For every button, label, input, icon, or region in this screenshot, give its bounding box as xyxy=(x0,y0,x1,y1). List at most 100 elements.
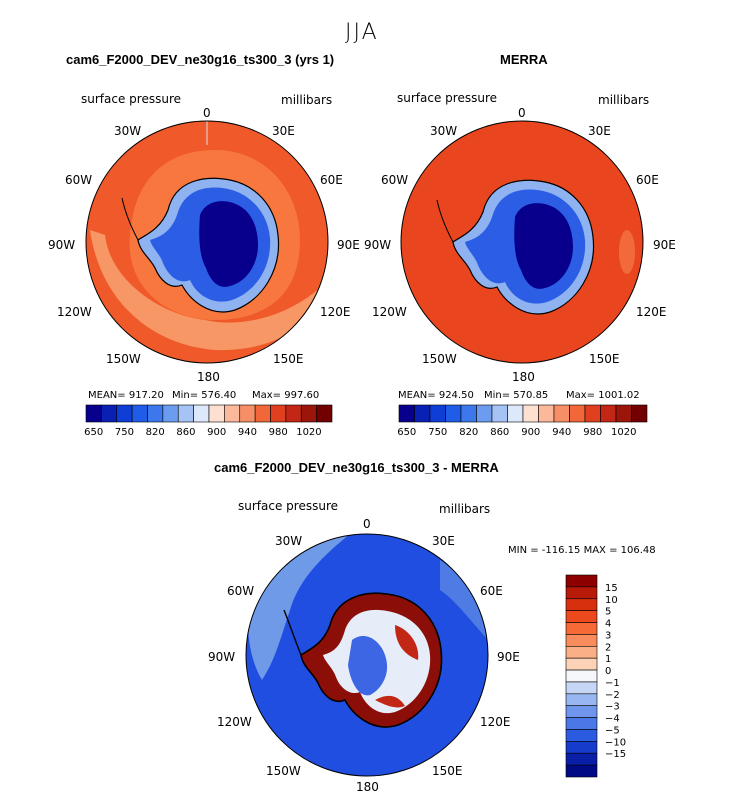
model-colorbar-swatch xyxy=(116,404,133,423)
model-lon-label-90w: 90W xyxy=(48,238,76,252)
diff-colorbar-swatch xyxy=(565,764,598,778)
diff-colorbar-tick-label: −5 xyxy=(605,725,620,736)
obs-colorbar-tick-label: 750 xyxy=(428,427,447,438)
model-lon-label-150e: 150E xyxy=(273,352,304,366)
obs-colorbar-swatch xyxy=(553,404,570,423)
model-panel-title: cam6_F2000_DEV_ne30g16_ts300_3 (yrs 1) xyxy=(66,52,335,67)
model-lon-label-180: 180 xyxy=(197,370,220,384)
model-colorbar-swatch xyxy=(270,404,287,423)
diff-colorbar-tick-label: 2 xyxy=(605,642,611,653)
diff-colorbar-swatch xyxy=(565,693,598,707)
obs-colorbar-tick-label: 860 xyxy=(490,427,509,438)
model-colorbar-swatch xyxy=(208,404,225,423)
obs-lon-label-180: 180 xyxy=(512,370,535,384)
diff-colorbar-swatch xyxy=(565,622,598,635)
diff-colorbar-tick-label: −3 xyxy=(605,702,620,713)
obs-units-label: millibars xyxy=(598,93,650,107)
obs-colorbar-swatch xyxy=(507,404,524,423)
diff-lon-label-150e: 150E xyxy=(432,764,463,778)
obs-lon-label-90e: 90E xyxy=(653,238,676,252)
obs-lon-label-30w: 30W xyxy=(430,124,458,138)
model-colorbar-swatch xyxy=(147,404,164,423)
diff-colorbar-swatch xyxy=(565,598,598,611)
diff-units-label: millibars xyxy=(439,502,491,516)
diff-lon-label-120e: 120E xyxy=(480,715,511,729)
model-colorbar-tick-label: 1020 xyxy=(296,427,321,438)
diff-panel-title: cam6_F2000_DEV_ne30g16_ts300_3 - MERRA xyxy=(214,460,499,475)
diff-colorbar-tick-label: −4 xyxy=(605,714,620,725)
model-colorbar-tick-label: 750 xyxy=(115,427,134,438)
obs-colorbar-swatch xyxy=(522,404,539,423)
model-colorbar-swatch xyxy=(101,404,118,423)
model-colorbar-swatch xyxy=(177,404,194,423)
obs-colorbar-tick-label: 940 xyxy=(552,427,571,438)
model-lon-label-30w: 30W xyxy=(114,124,142,138)
obs-ocean-field xyxy=(401,121,643,363)
model-colorbar-swatch xyxy=(316,404,333,423)
obs-lon-label-150w: 150W xyxy=(422,352,457,366)
diff-colorbar-tick-label: −10 xyxy=(605,737,626,748)
diff-colorbar-tick-label: −15 xyxy=(605,749,626,760)
diff-lon-label-60w: 60W xyxy=(227,584,255,598)
model-colorbar-tick-label: 860 xyxy=(176,427,195,438)
diff-colorbar-tick-label: 5 xyxy=(605,607,611,618)
diff-colorbar-tick-label: 0 xyxy=(605,666,611,677)
model-lon-label-60w: 60W xyxy=(65,173,93,187)
obs-colorbar-swatch xyxy=(569,404,586,423)
obs-colorbar-swatch xyxy=(445,404,462,423)
model-colorbar-swatch xyxy=(285,404,302,423)
diff-colorbar-swatch xyxy=(565,729,598,742)
diff-colorbar-swatch xyxy=(565,574,598,588)
obs-colorbar-swatch xyxy=(615,404,632,423)
diff-colorbar-tick-label: 1 xyxy=(605,654,611,665)
obs-colorbar-swatch xyxy=(584,404,601,423)
diff-colorbar-swatch xyxy=(565,669,598,683)
obs-colorbar-tick-label: 1020 xyxy=(611,427,636,438)
obs-colorbar-tick-label: 820 xyxy=(459,427,478,438)
obs-colorbar-swatch xyxy=(398,404,415,423)
model-lon-label-120e: 120E xyxy=(320,305,351,319)
diff-colorbar-tick-label: 4 xyxy=(605,619,611,630)
model-colorbar-swatch xyxy=(131,404,148,423)
model-mean-stat: MEAN= 917.20 xyxy=(88,390,164,401)
obs-colorbar-tick-label: 980 xyxy=(583,427,602,438)
model-ocean-field xyxy=(86,121,328,363)
diff-minmax-stat: MIN = -116.15 MAX = 106.48 xyxy=(508,545,656,556)
obs-lon-label-60e: 60E xyxy=(636,173,659,187)
model-lon-label-90e: 90E xyxy=(337,238,360,252)
diff-colorbar-swatch xyxy=(565,634,598,647)
model-lon-label-120w: 120W xyxy=(57,305,92,319)
model-units-label: millibars xyxy=(281,93,333,107)
obs-max-stat: Max= 1001.02 xyxy=(566,390,640,401)
model-colorbar-swatch xyxy=(224,404,241,423)
obs-colorbar-tick-label: 650 xyxy=(397,427,416,438)
obs-colorbar-swatch xyxy=(491,404,508,423)
diff-colorbar-swatch xyxy=(565,657,598,671)
diff-lon-label-90w: 90W xyxy=(208,650,236,664)
diff-colorbar-swatch xyxy=(565,705,598,718)
diff-colorbar-swatch xyxy=(565,610,598,623)
model-colorbar-tick-label: 980 xyxy=(269,427,288,438)
obs-colorbar-swatch xyxy=(460,404,477,423)
obs-lon-label-60w: 60W xyxy=(381,173,409,187)
model-colorbar-swatch xyxy=(300,404,317,423)
model-colorbar-tick-label: 820 xyxy=(146,427,165,438)
obs-lon-label-0: 0 xyxy=(518,106,526,120)
diff-colorbar-tick-label: 3 xyxy=(605,630,611,641)
model-colorbar-swatch xyxy=(239,404,256,423)
diff-field xyxy=(246,534,488,776)
model-lon-label-60e: 60E xyxy=(320,173,343,187)
diff-colorbar-tick-label: −1 xyxy=(605,678,620,689)
obs-variable-label: surface pressure xyxy=(397,91,497,105)
model-max-stat: Max= 997.60 xyxy=(252,390,320,401)
diff-colorbar-tick-label: 15 xyxy=(605,583,618,594)
diff-lon-label-120w: 120W xyxy=(217,715,252,729)
diff-colorbar-swatch xyxy=(565,741,598,754)
obs-colorbar-tick-label: 900 xyxy=(521,427,540,438)
model-colorbar-tick-label: 650 xyxy=(84,427,103,438)
obs-panel-title: MERRA xyxy=(500,52,548,67)
model-variable-label: surface pressure xyxy=(81,92,181,106)
diff-lon-label-150w: 150W xyxy=(266,764,301,778)
diff-lon-label-0: 0 xyxy=(363,517,371,531)
model-colorbar-swatch xyxy=(193,404,210,423)
